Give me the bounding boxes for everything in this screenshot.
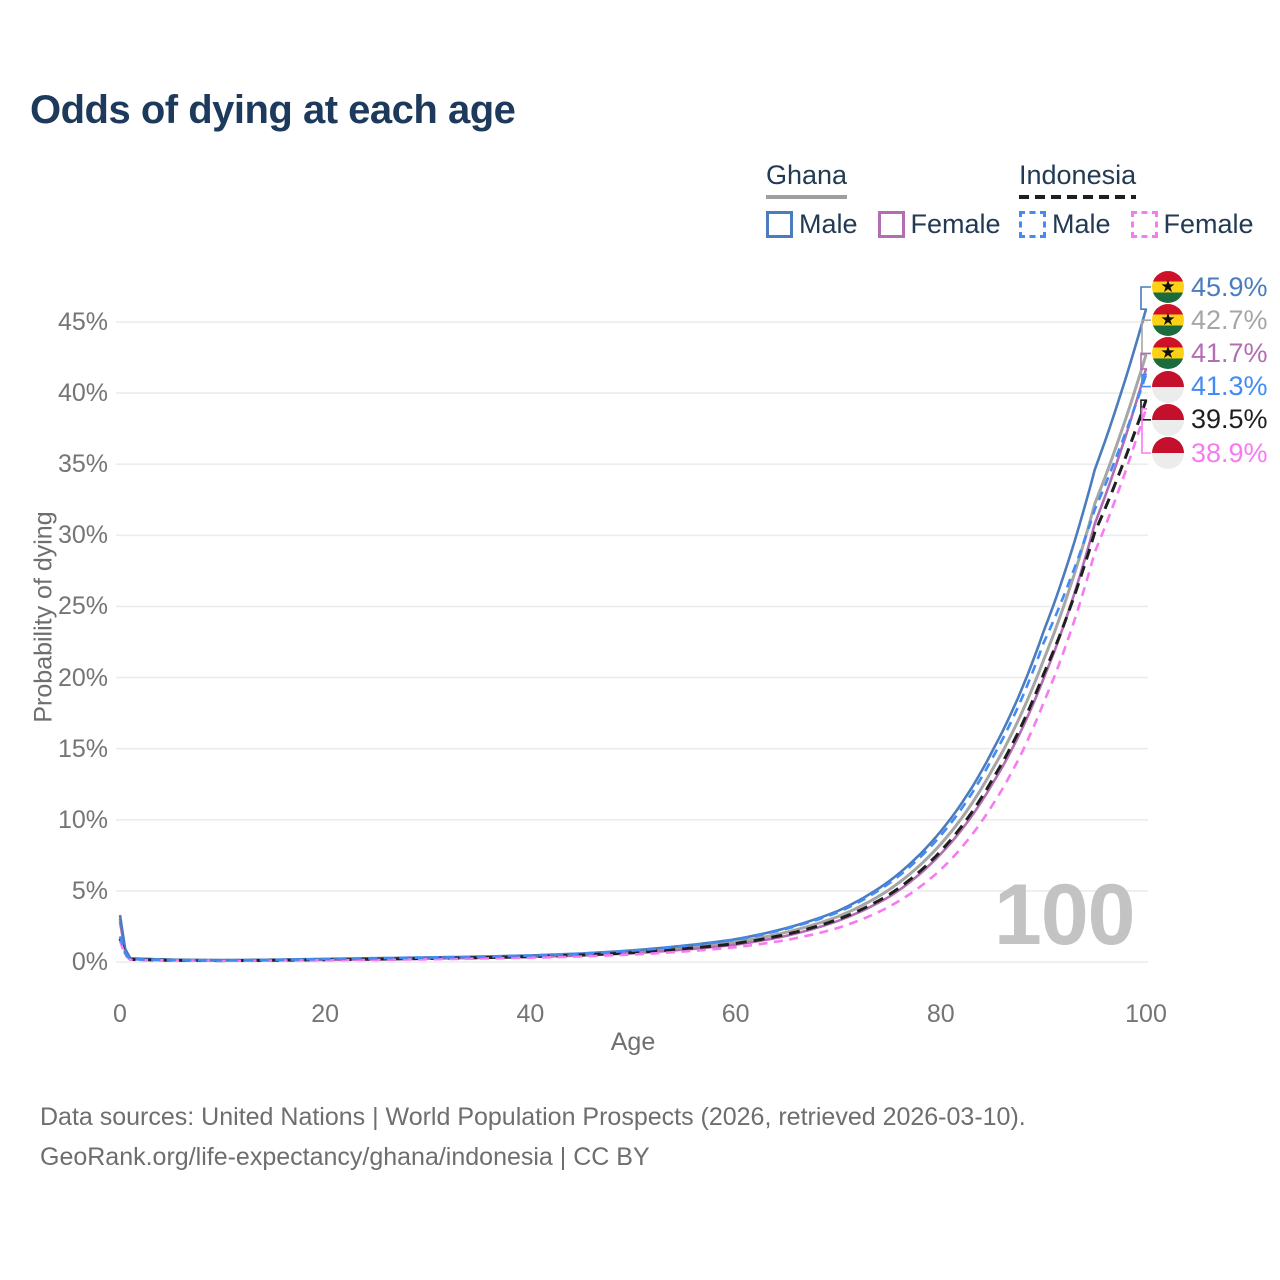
end-value-label: 41.7% <box>1191 337 1268 368</box>
footer: Data sources: United Nations | World Pop… <box>40 1097 1026 1177</box>
end-label-connector <box>1141 373 1151 388</box>
y-tick-label: 40% <box>57 379 108 408</box>
end-label-ghana-female: ★ 41.7% <box>1152 336 1268 370</box>
line-ghana-female <box>118 368 1148 962</box>
end-label-connector <box>1140 352 1151 370</box>
legend-swatch-ghana-male <box>766 211 793 238</box>
end-label-connector <box>1140 399 1151 421</box>
end-label-indonesia-male: 41.3% <box>1152 370 1268 404</box>
x-axis-label: Age <box>610 1028 656 1056</box>
legend-label: Female <box>910 209 1001 239</box>
y-tick-label: 45% <box>57 308 108 336</box>
legend-swatch-indonesia-female <box>1130 211 1158 238</box>
end-label-indonesia-total: 39.5% <box>1152 403 1268 437</box>
footer-source-line: Data sources: United Nations | World Pop… <box>40 1103 1026 1131</box>
y-tick-label: 20% <box>57 663 108 692</box>
chart-title: Odds of dying at each age <box>30 88 516 132</box>
black-star-icon: ★ <box>1160 309 1176 329</box>
ghana-flag-icon: ★ <box>1152 337 1184 370</box>
x-tick-label: 0 <box>113 1000 127 1028</box>
y-tick-label: 5% <box>71 876 108 905</box>
x-tick-label: 100 <box>1125 1000 1167 1028</box>
end-value-label: 42.7% <box>1191 304 1268 335</box>
black-star-icon: ★ <box>1160 342 1176 362</box>
end-label-ghana-total: ★ 42.7% <box>1152 303 1268 337</box>
line-ghana-total <box>118 354 1148 962</box>
end-label-connector <box>1140 286 1151 311</box>
legend-group-ghana: Ghana Male Female <box>766 160 1001 240</box>
legend-item-ghana-male[interactable]: Male <box>766 209 858 240</box>
end-value-label: 38.9% <box>1191 437 1268 468</box>
current-age-watermark: 100 <box>994 867 1135 963</box>
y-axis-label: Probability of dying <box>29 511 58 723</box>
end-label-ghana-male: ★ 45.9% <box>1152 270 1268 304</box>
end-label-connector <box>1141 407 1151 454</box>
y-tick-label: 35% <box>57 450 108 479</box>
x-tick-label: 40 <box>516 1000 545 1028</box>
end-value-label: 45.9% <box>1191 271 1268 302</box>
x-tick-label: 20 <box>311 1000 340 1028</box>
y-tick-label: 0% <box>71 948 108 976</box>
y-tick-label: 15% <box>57 734 108 763</box>
ghana-flag-icon: ★ <box>1152 271 1184 303</box>
legend-country-indonesia[interactable]: Indonesia <box>1019 160 1137 190</box>
legend-label: Male <box>1052 209 1111 239</box>
end-value-label: 39.5% <box>1191 404 1268 435</box>
x-tick-label: 80 <box>926 1000 955 1028</box>
indonesia-flag-icon <box>1152 403 1184 436</box>
black-star-icon: ★ <box>1160 276 1176 296</box>
legend-label: Male <box>799 209 858 239</box>
line-indonesia-total <box>118 399 1148 963</box>
legend-label: Female <box>1163 209 1254 239</box>
end-label-connector <box>1141 319 1151 356</box>
legend-item-indonesia-female[interactable]: Female <box>1130 209 1254 240</box>
legend-swatch-indonesia-male <box>1019 211 1046 238</box>
legend-group-indonesia: Indonesia Male Female <box>1019 160 1254 240</box>
y-tick-label: 30% <box>57 521 108 550</box>
end-value-label: 41.3% <box>1191 371 1268 402</box>
legend-country-ghana[interactable]: Ghana <box>766 160 848 190</box>
ghana-flag-icon: ★ <box>1152 304 1184 337</box>
line-ghana-male <box>118 308 1148 962</box>
line-indonesia-male <box>118 374 1148 962</box>
y-tick-label: 25% <box>57 592 108 621</box>
legend-swatch-ghana-female <box>877 211 905 238</box>
legend-indonesia-line-sample <box>1019 195 1137 199</box>
indonesia-flag-icon <box>1152 437 1184 469</box>
x-tick-label: 60 <box>721 1000 750 1028</box>
footer-license-line: GeoRank.org/life-expectancy/ghana/indone… <box>40 1143 650 1171</box>
legend-item-ghana-female[interactable]: Female <box>877 209 1001 240</box>
end-label-indonesia-female: 38.9% <box>1152 436 1268 470</box>
legend-ghana-line-sample <box>766 195 848 199</box>
legend-item-indonesia-male[interactable]: Male <box>1019 209 1111 240</box>
y-tick-label: 10% <box>57 805 108 834</box>
line-indonesia-female <box>118 408 1148 962</box>
indonesia-flag-icon <box>1152 370 1184 403</box>
